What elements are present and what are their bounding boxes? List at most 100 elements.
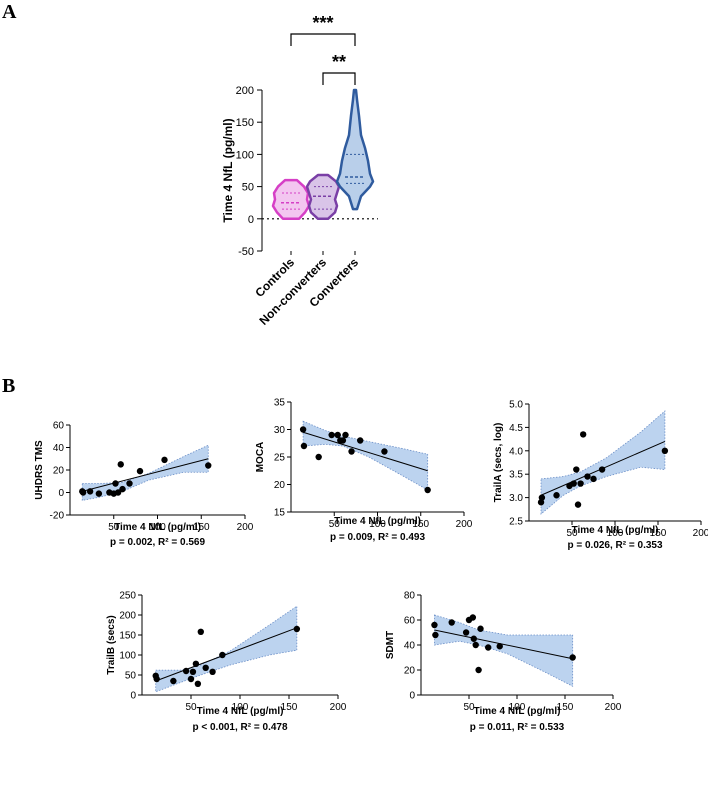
- data-point: [95, 490, 103, 497]
- data-point: [424, 486, 431, 494]
- y-tick-label: 60: [404, 616, 416, 627]
- data-point: [661, 447, 669, 454]
- data-point: [126, 480, 133, 487]
- data-point: [219, 651, 226, 659]
- confidence-band: [155, 605, 298, 693]
- x-axis-title: Time 4 NfL (pg/ml): [197, 706, 284, 717]
- significance-bracket: [290, 33, 356, 46]
- regression-line: [302, 431, 428, 472]
- data-point: [194, 680, 202, 687]
- y-tick-label: 20: [53, 466, 65, 477]
- y-tick-label: 250: [119, 591, 136, 602]
- regression-line: [82, 458, 209, 492]
- y-axis-title: SDMT: [385, 631, 396, 659]
- data-point: [192, 660, 200, 667]
- x-tick-label: 150: [193, 522, 210, 533]
- data-point: [202, 664, 209, 671]
- y-axis-title: TrailA (secs, log): [493, 423, 504, 503]
- significance-bracket: [322, 72, 356, 85]
- x-axis-title: Time 4 NfL (pg/ml): [114, 522, 201, 533]
- data-point: [472, 641, 479, 649]
- data-point: [485, 644, 492, 651]
- panel-b-label: B: [2, 375, 15, 397]
- data-point: [469, 614, 477, 621]
- y-tick-label: 0: [58, 488, 64, 499]
- y-tick-label: 20: [404, 666, 416, 677]
- data-point: [574, 501, 582, 508]
- x-tick-label: 150: [281, 702, 298, 713]
- y-tick-label: 50: [125, 671, 137, 682]
- y-tick-label: 30: [274, 425, 286, 436]
- data-point: [538, 494, 546, 501]
- data-point: [348, 448, 355, 455]
- significance-stars: ***: [312, 13, 333, 33]
- regression-line: [434, 629, 573, 660]
- data-point: [477, 625, 484, 632]
- data-point: [161, 456, 168, 464]
- y-axis-title: Time 4 NfL (pg/ml): [221, 118, 235, 222]
- y-tick-label: 60: [53, 421, 65, 432]
- data-point: [299, 426, 307, 433]
- x-tick-label: 100: [369, 519, 386, 530]
- data-point: [315, 453, 322, 461]
- violin-controls: [271, 178, 311, 221]
- data-point: [119, 485, 126, 493]
- confidence-band: [81, 444, 209, 501]
- data-point: [448, 619, 455, 626]
- x-axis-title: Time 4 NfL (pg/ml): [334, 516, 421, 527]
- stats-annotation: p < 0.001, R² = 0.478: [192, 722, 287, 733]
- data-point: [357, 437, 364, 444]
- data-point: [470, 635, 477, 642]
- confidence-band: [302, 420, 429, 491]
- y-tick-label: 100: [119, 651, 136, 662]
- data-point: [381, 448, 388, 455]
- x-tick-label: 200: [605, 702, 622, 713]
- x-tick-label: 50: [566, 528, 578, 539]
- data-point: [205, 462, 212, 469]
- data-point: [328, 431, 335, 439]
- panel-a-label: A: [2, 1, 17, 23]
- data-point: [112, 480, 119, 487]
- data-point: [475, 666, 482, 674]
- stats-annotation: p = 0.009, R² = 0.493: [330, 532, 425, 543]
- stats-annotation: p = 0.011, R² = 0.533: [470, 722, 565, 733]
- data-point: [577, 480, 584, 487]
- x-tick-label: 100: [232, 702, 249, 713]
- x-tick-label: 200: [330, 702, 347, 713]
- y-tick-label: 200: [119, 611, 136, 622]
- scatter-chart-moca: 15 20 25 30 35 50 100 150 200 MOCA Time 4 NfL (pg/…: [255, 398, 473, 544]
- y-tick-label: 5.0: [509, 400, 523, 411]
- y-tick-label: 150: [119, 631, 136, 642]
- y-tick-label: 0: [409, 691, 415, 702]
- data-point: [182, 667, 190, 675]
- data-point: [189, 668, 197, 675]
- y-tick-label: 4.0: [509, 446, 523, 457]
- data-point: [197, 628, 204, 635]
- y-tick-label: 15: [274, 508, 286, 519]
- stats-annotation: p = 0.002, R² = 0.569: [110, 537, 205, 548]
- x-tick-label: 100: [509, 702, 526, 713]
- data-point: [579, 431, 587, 438]
- data-point: [342, 431, 349, 439]
- data-point: [117, 461, 124, 468]
- y-tick-label: 3.5: [509, 470, 523, 481]
- data-point: [573, 466, 580, 473]
- y-tick-label: 4.5: [509, 423, 523, 434]
- y-tick-label: 20: [274, 480, 286, 491]
- y-tick-label: 0: [130, 691, 136, 702]
- y-tick-label: 40: [404, 641, 416, 652]
- scatter-chart-sdmt: 0 20 40 60 80 50 100 150 200 SDMT Time 4 NfL (pg/m…: [385, 591, 622, 734]
- y-tick-label: 40: [53, 443, 65, 454]
- data-point: [584, 473, 591, 480]
- data-point: [86, 488, 94, 495]
- scatter-chart-uhdrs-tms: -20 0 20 40 60 50 100 150 200 UHDRS TMS Time 4 NfL…: [34, 421, 254, 549]
- x-tick-label: 150: [650, 528, 667, 539]
- data-point: [334, 431, 341, 439]
- data-point: [496, 643, 503, 650]
- x-tick-label: 100: [607, 528, 624, 539]
- data-point: [136, 467, 144, 475]
- x-tick-label: 150: [412, 519, 429, 530]
